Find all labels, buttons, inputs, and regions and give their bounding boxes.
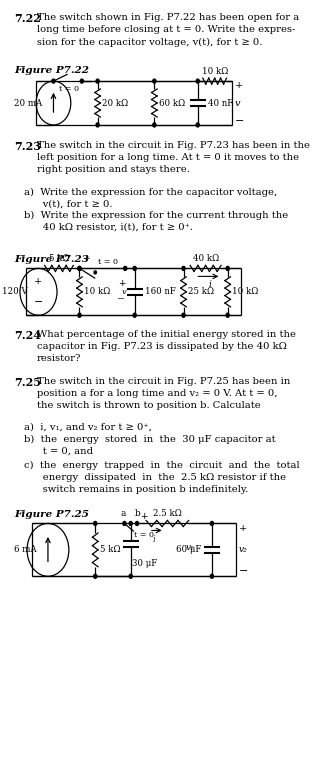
Circle shape — [196, 123, 199, 127]
Text: The switch in the circuit in Fig. P7.23 has been in the
left position for a long: The switch in the circuit in Fig. P7.23 … — [37, 141, 310, 174]
Text: 20 kΩ: 20 kΩ — [102, 98, 129, 107]
Text: +: + — [239, 524, 247, 533]
Circle shape — [182, 313, 185, 317]
Text: 60 μF: 60 μF — [176, 546, 202, 555]
Text: v₂: v₂ — [239, 546, 248, 555]
Text: 40 kΩ: 40 kΩ — [192, 255, 219, 264]
Circle shape — [182, 267, 185, 271]
Circle shape — [135, 521, 139, 526]
Text: Figure P7.22: Figure P7.22 — [14, 66, 89, 75]
Text: c)  the  energy  trapped  in  the  circuit  and  the  total
      energy  dissip: c) the energy trapped in the circuit and… — [24, 461, 300, 494]
Text: a)  i, v₁, and v₂ for t ≥ 0⁺,: a) i, v₁, and v₂ for t ≥ 0⁺, — [24, 423, 152, 432]
Circle shape — [78, 267, 81, 271]
Circle shape — [96, 79, 99, 83]
Text: What percentage of the initial energy stored in the
capacitor in Fig. P7.23 is d: What percentage of the initial energy st… — [37, 330, 296, 363]
Circle shape — [133, 267, 136, 271]
Text: 20 mA: 20 mA — [14, 98, 43, 107]
Text: Figure P7.25: Figure P7.25 — [14, 510, 89, 518]
Circle shape — [153, 79, 156, 83]
Text: 6 mA: 6 mA — [14, 546, 37, 555]
Text: +: + — [235, 81, 243, 90]
Text: The switch shown in Fig. P7.22 has been open for a
long time before closing at t: The switch shown in Fig. P7.22 has been … — [37, 14, 299, 46]
Text: 7.24: 7.24 — [14, 330, 41, 341]
Circle shape — [210, 521, 214, 526]
Circle shape — [96, 123, 99, 127]
Circle shape — [210, 575, 214, 578]
Text: 40 nF: 40 nF — [208, 98, 233, 107]
Text: 10 kΩ: 10 kΩ — [202, 67, 228, 76]
Text: −: − — [34, 297, 43, 307]
Circle shape — [78, 313, 81, 317]
Text: 10 kΩ: 10 kΩ — [232, 287, 259, 296]
Text: 7.23: 7.23 — [14, 141, 41, 152]
Circle shape — [80, 79, 83, 83]
Text: b)  the  energy  stored  in  the  30 μF capacitor at
      t = 0, and: b) the energy stored in the 30 μF capaci… — [24, 435, 276, 456]
Text: +: + — [118, 280, 125, 288]
Text: v: v — [235, 98, 240, 107]
Circle shape — [94, 271, 96, 274]
Text: b: b — [135, 510, 141, 518]
Text: +: + — [34, 277, 43, 286]
Circle shape — [133, 313, 136, 317]
Text: 7.22: 7.22 — [14, 14, 41, 24]
Text: 160 nF: 160 nF — [145, 287, 176, 296]
Text: +: + — [82, 255, 89, 264]
Circle shape — [129, 575, 132, 578]
Text: i: i — [153, 536, 156, 544]
Text: −: − — [235, 116, 244, 126]
Text: 2.5 kΩ: 2.5 kΩ — [153, 510, 182, 518]
Text: 60 kΩ: 60 kΩ — [159, 98, 185, 107]
Circle shape — [226, 313, 229, 317]
Circle shape — [78, 267, 81, 271]
Circle shape — [94, 521, 97, 526]
Text: 30 μF: 30 μF — [132, 559, 158, 568]
Text: 5 kΩ: 5 kΩ — [100, 546, 120, 555]
Circle shape — [123, 521, 126, 526]
Circle shape — [129, 521, 132, 526]
Text: −: − — [239, 566, 248, 576]
Circle shape — [123, 267, 127, 271]
Circle shape — [153, 123, 156, 127]
Text: 7.25: 7.25 — [14, 377, 41, 388]
Text: 5 kΩ: 5 kΩ — [49, 255, 69, 264]
Text: a: a — [121, 510, 126, 518]
Text: +: + — [140, 513, 148, 521]
Circle shape — [196, 79, 199, 83]
Text: i: i — [208, 280, 211, 290]
Text: 120 V: 120 V — [2, 287, 27, 296]
Text: 10 kΩ: 10 kΩ — [84, 287, 111, 296]
Text: Figure P7.23: Figure P7.23 — [14, 255, 89, 264]
Text: −: − — [117, 296, 125, 304]
Text: b)  Write the expression for the current through the
      40 kΩ resistor, i(t),: b) Write the expression for the current … — [24, 210, 289, 232]
Text: v: v — [121, 288, 126, 296]
Text: 25 kΩ: 25 kΩ — [188, 287, 214, 296]
Text: t = 0: t = 0 — [98, 258, 118, 267]
Text: a)  Write the expression for the capacitor voltage,
      v(t), for t ≥ 0.: a) Write the expression for the capacito… — [24, 187, 278, 209]
Circle shape — [226, 267, 229, 271]
Circle shape — [94, 575, 97, 578]
Text: t = 0: t = 0 — [59, 85, 79, 93]
Circle shape — [52, 79, 55, 83]
Text: The switch in the circuit in Fig. P7.25 has been in
position a for a long time a: The switch in the circuit in Fig. P7.25 … — [37, 377, 290, 410]
Text: v₁: v₁ — [186, 543, 194, 552]
Text: t = 0: t = 0 — [134, 531, 154, 539]
